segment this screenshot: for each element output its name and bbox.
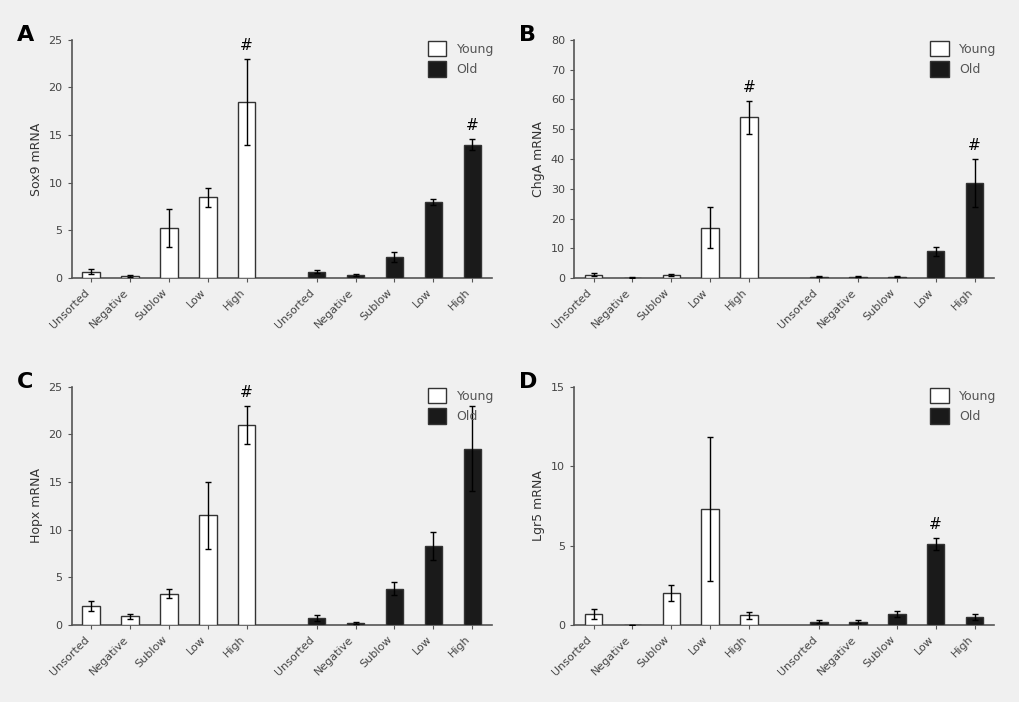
Bar [701, 509, 718, 625]
Bar [121, 616, 139, 625]
Bar [849, 622, 866, 625]
Text: C: C [17, 372, 34, 392]
Bar [385, 589, 403, 625]
Bar [199, 197, 216, 278]
Text: #: # [742, 80, 755, 95]
Bar [424, 202, 441, 278]
Legend: Young, Old: Young, Old [427, 388, 493, 423]
Bar [849, 277, 866, 278]
Bar [160, 227, 177, 278]
Bar [346, 275, 364, 278]
Text: D: D [519, 372, 537, 392]
Bar [740, 117, 757, 278]
Y-axis label: Sox9 mRNA: Sox9 mRNA [30, 122, 43, 196]
Bar [965, 617, 982, 625]
Legend: Young, Old: Young, Old [929, 388, 996, 423]
Bar [385, 257, 403, 278]
Y-axis label: ChgA mRNA: ChgA mRNA [532, 121, 545, 197]
Text: #: # [466, 118, 478, 133]
Bar [926, 544, 944, 625]
Bar [199, 515, 216, 625]
Bar [809, 277, 827, 278]
Bar [662, 275, 680, 278]
Legend: Young, Old: Young, Old [427, 41, 493, 77]
Bar [584, 274, 601, 278]
Text: A: A [17, 25, 35, 46]
Bar [888, 277, 905, 278]
Bar [926, 251, 944, 278]
Legend: Young, Old: Young, Old [929, 41, 996, 77]
Bar [809, 622, 827, 625]
Bar [308, 618, 325, 625]
Bar [308, 272, 325, 278]
Text: #: # [240, 385, 253, 399]
Text: #: # [967, 138, 980, 153]
Bar [83, 606, 100, 625]
Bar [965, 183, 982, 278]
Bar [463, 145, 481, 278]
Bar [701, 227, 718, 278]
Bar [463, 449, 481, 625]
Bar [584, 614, 601, 625]
Bar [888, 614, 905, 625]
Bar [237, 102, 255, 278]
Bar [237, 425, 255, 625]
Text: B: B [519, 25, 536, 46]
Bar [424, 546, 441, 625]
Y-axis label: Hopx mRNA: Hopx mRNA [30, 468, 43, 543]
Bar [662, 593, 680, 625]
Text: #: # [928, 517, 942, 531]
Bar [740, 616, 757, 625]
Text: #: # [240, 38, 253, 53]
Bar [346, 623, 364, 625]
Bar [160, 594, 177, 625]
Bar [121, 277, 139, 278]
Y-axis label: Lgr5 mRNA: Lgr5 mRNA [532, 470, 545, 541]
Bar [83, 272, 100, 278]
